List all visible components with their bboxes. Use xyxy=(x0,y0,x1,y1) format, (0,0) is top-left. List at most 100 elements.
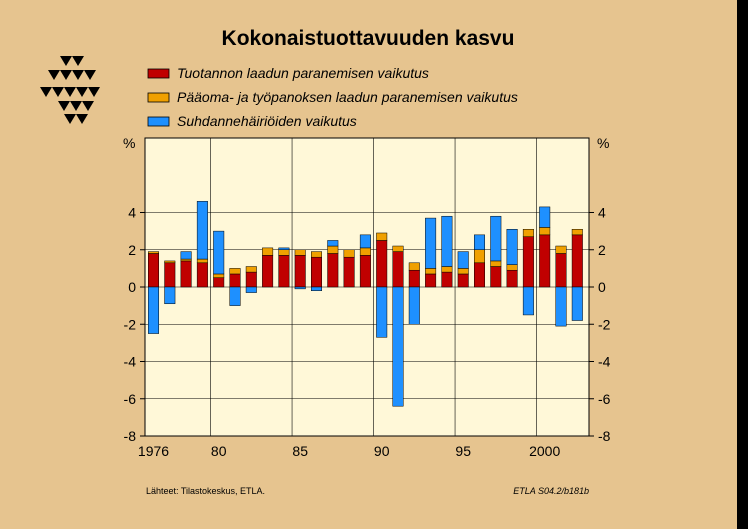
bar-s0-1984 xyxy=(278,255,290,288)
bar-s2-1999 xyxy=(522,286,534,316)
bar-s2-2002 xyxy=(571,286,583,321)
bar-s2-1980 xyxy=(213,230,225,275)
bar-s1-1997 xyxy=(490,260,502,267)
x-tick-label-2000: 2000 xyxy=(529,443,560,459)
bar-s2-1982 xyxy=(245,286,257,293)
bar-s0-1978 xyxy=(180,260,192,288)
plot-border xyxy=(144,137,590,437)
bar-s1-2000 xyxy=(539,227,551,236)
bar-s1-1976 xyxy=(148,251,159,254)
bar-s1-2002 xyxy=(571,229,583,236)
bar-s0-1976 xyxy=(148,253,159,288)
bar-s1-1980 xyxy=(213,273,225,278)
bar-s0-1997 xyxy=(490,266,502,288)
bar-s1-1982 xyxy=(245,266,257,273)
bar-s0-2000 xyxy=(539,234,551,288)
bar-s2-1981 xyxy=(229,286,241,306)
bar-s1-1989 xyxy=(359,247,371,256)
bar-s1-1978 xyxy=(180,258,192,262)
legend-label-cycle: Suhdannehäiriöiden vaikutus xyxy=(177,113,357,129)
bar-s2-1977 xyxy=(164,286,176,305)
x-tick-label-1985: 85 xyxy=(292,443,308,459)
bar-s2-2000 xyxy=(539,206,551,228)
bar-s1-1984 xyxy=(278,249,290,256)
bar-s1-1998 xyxy=(506,264,518,271)
bar-s2-1994 xyxy=(441,215,453,267)
x-tick-label-1990: 90 xyxy=(374,443,390,459)
bar-s0-1998 xyxy=(506,269,518,288)
bar-s0-2001 xyxy=(555,253,567,288)
bar-s0-1999 xyxy=(522,236,534,288)
y-tick-label-left--2: -2 xyxy=(124,316,137,332)
bar-s1-1983 xyxy=(262,247,274,256)
bar-s0-1977 xyxy=(164,262,176,288)
legend-swatch-quality xyxy=(147,68,170,79)
bar-s2-1976 xyxy=(148,286,159,334)
bar-s0-1979 xyxy=(196,262,208,288)
legend: Tuotannon laadun paranemisen vaikutus Pä… xyxy=(147,65,518,129)
bar-s2-1998 xyxy=(506,229,518,265)
bar-s0-1996 xyxy=(474,262,485,288)
legend-label-input: Pääoma- ja työpanoksen laadun paranemise… xyxy=(177,89,518,105)
bar-s0-1986 xyxy=(311,256,322,288)
grid xyxy=(145,138,589,436)
bar-s2-1995 xyxy=(457,251,469,269)
bar-s0-1995 xyxy=(457,273,469,288)
bar-s1-1979 xyxy=(196,258,208,264)
y-axis-unit-right: % xyxy=(597,135,609,151)
bar-s2-1996 xyxy=(474,234,485,251)
legend-label-quality: Tuotannon laadun paranemisen vaikutus xyxy=(177,65,429,81)
bar-s1-1990 xyxy=(376,232,388,241)
bar-s1-1987 xyxy=(327,245,339,254)
bar-s1-1988 xyxy=(343,249,355,258)
y-tick-label-right--4: -4 xyxy=(598,354,611,370)
y-tick-label-right--6: -6 xyxy=(598,391,611,407)
bar-s1-1993 xyxy=(425,268,437,275)
chart-title: Kokonaistuottavuuden kasvu xyxy=(222,27,515,50)
bar-s0-1981 xyxy=(229,273,241,288)
bar-s1-1977 xyxy=(164,260,176,264)
x-tick-label-1995: 95 xyxy=(455,443,471,459)
bar-s0-1987 xyxy=(327,253,339,288)
bar-s1-1985 xyxy=(294,249,306,256)
bar-s1-1991 xyxy=(392,245,404,252)
legend-item-quality: Tuotannon laadun paranemisen vaikutus xyxy=(147,65,429,81)
bar-s1-1995 xyxy=(457,268,469,275)
x-tick-label-1976: 1976 xyxy=(138,443,169,459)
bar-s0-1983 xyxy=(262,255,274,288)
y-tick-label-left--6: -6 xyxy=(124,391,137,407)
bar-s2-1987 xyxy=(327,240,339,247)
bar-s1-1999 xyxy=(522,229,534,237)
bar-s2-2001 xyxy=(555,286,567,327)
bar-s2-1992 xyxy=(408,286,420,325)
bar-s1-1992 xyxy=(408,262,420,271)
bar-s2-1978 xyxy=(180,251,192,260)
bar-s2-1986 xyxy=(311,286,322,291)
bar-s0-2002 xyxy=(571,234,583,288)
bar-s2-1991 xyxy=(392,286,404,407)
legend-swatch-cycle xyxy=(147,116,170,127)
bar-s0-1989 xyxy=(359,255,371,288)
y-tick-label-left-4: 4 xyxy=(128,205,136,221)
axes: -8 -8 -6 -6 -4 -4 -2 -2 0 0 2 2 4 4 1976 80 85 90 95 2000 xyxy=(124,205,611,460)
bar-s0-1994 xyxy=(441,271,453,288)
bar-s1-1981 xyxy=(229,268,241,275)
bar-s1-1996 xyxy=(474,249,485,264)
bar-s2-1989 xyxy=(359,234,371,249)
bar-s1-2001 xyxy=(555,245,567,254)
bar-s0-1993 xyxy=(425,273,437,288)
x-tick-label-1980: 80 xyxy=(211,443,227,459)
bars xyxy=(148,201,583,407)
bar-s1-1986 xyxy=(311,251,322,258)
etla-logo xyxy=(40,56,100,124)
y-tick-label-right--8: -8 xyxy=(598,428,611,444)
y-tick-label-left-0: 0 xyxy=(128,279,136,295)
bar-s0-1991 xyxy=(392,251,404,288)
y-tick-label-right-2: 2 xyxy=(598,242,606,258)
chart-code: ETLA S04.2/b181b xyxy=(513,486,589,496)
bar-s0-1990 xyxy=(376,240,388,288)
bar-s2-1990 xyxy=(376,286,388,338)
source-note: Lähteet: Tilastokeskus, ETLA. xyxy=(146,486,265,496)
